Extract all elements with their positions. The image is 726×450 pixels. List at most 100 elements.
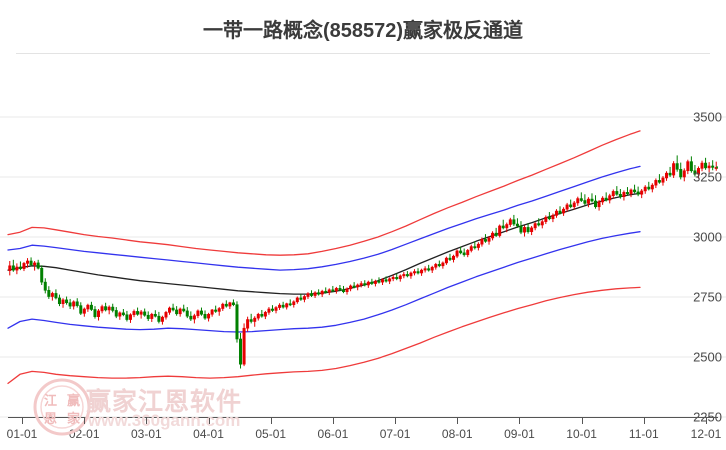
x-axis-tick-label: 11-01 xyxy=(628,427,659,441)
x-axis-tick xyxy=(84,418,86,424)
x-axis-tick xyxy=(643,418,645,424)
x-axis-tick-label: 08-01 xyxy=(441,427,473,441)
candle-body xyxy=(693,170,697,175)
candle-body xyxy=(452,255,456,260)
candle-body xyxy=(373,280,377,284)
candle-body xyxy=(473,246,477,249)
candle-body xyxy=(331,289,335,292)
candle-body xyxy=(107,306,111,311)
candle-body xyxy=(189,315,193,320)
x-axis-line xyxy=(8,417,718,418)
candle-body xyxy=(494,232,498,236)
candle-body xyxy=(608,195,612,201)
candle-body xyxy=(583,200,587,204)
x-axis-tick-label: 12-01 xyxy=(690,427,722,441)
candle-body xyxy=(47,289,51,297)
candle-body xyxy=(462,252,466,256)
candle-body xyxy=(33,262,37,266)
candle-body xyxy=(586,198,590,204)
candle-body xyxy=(207,313,211,319)
candle-body xyxy=(299,297,303,300)
candle-body xyxy=(324,290,328,293)
candle-body xyxy=(618,193,622,197)
channel-line xyxy=(7,130,641,256)
candle-body xyxy=(82,308,86,314)
candle-body xyxy=(246,319,250,329)
candle-body xyxy=(239,338,243,365)
candle-body xyxy=(597,201,601,208)
candle-body xyxy=(420,269,424,274)
candle-body xyxy=(423,268,427,271)
candle-body xyxy=(615,191,619,195)
candle-body xyxy=(8,265,12,271)
candle-body xyxy=(143,311,147,316)
candlestick-series xyxy=(8,155,718,369)
y-axis-tick-label: 3500 xyxy=(693,109,722,125)
x-axis-tick-label: 06-01 xyxy=(317,427,349,441)
candle-body xyxy=(75,301,79,306)
candle-body xyxy=(327,289,331,293)
candle-body xyxy=(285,303,289,308)
candle-body xyxy=(263,312,267,317)
candle-body xyxy=(640,190,644,195)
candle-body xyxy=(228,302,232,307)
candle-body xyxy=(661,177,665,183)
candle-body xyxy=(352,285,356,288)
x-axis-tick xyxy=(457,418,459,424)
x-axis-tick xyxy=(208,418,210,424)
candle-body xyxy=(636,191,640,195)
candle-body xyxy=(118,312,122,317)
chart-canvas xyxy=(0,116,726,418)
candle-body xyxy=(199,310,203,315)
candle-body xyxy=(356,284,360,288)
candle-body xyxy=(363,283,367,286)
candle-body xyxy=(650,184,654,190)
candle-body xyxy=(182,308,186,312)
candle-body xyxy=(224,303,228,307)
grid-lines xyxy=(0,116,726,418)
candle-body xyxy=(72,301,76,307)
candle-body xyxy=(100,306,104,312)
candle-body xyxy=(192,315,196,320)
channel-line xyxy=(7,192,641,295)
candle-body xyxy=(370,281,374,284)
candle-body xyxy=(441,262,445,267)
candle-body xyxy=(537,223,541,226)
candle-body xyxy=(29,260,33,266)
candle-body xyxy=(359,283,363,286)
candle-body xyxy=(306,293,310,297)
channel-line xyxy=(7,231,641,333)
candle-body xyxy=(68,302,72,307)
candle-body xyxy=(260,313,264,317)
candle-body xyxy=(89,304,93,310)
candle-body xyxy=(647,186,651,190)
candle-body xyxy=(274,307,278,311)
candle-body xyxy=(242,327,246,365)
candle-body xyxy=(26,260,30,264)
candle-body xyxy=(157,315,161,322)
candle-body xyxy=(530,227,534,233)
candle-body xyxy=(437,264,441,267)
x-axis-tick-label: 07-01 xyxy=(379,427,411,441)
candle-body xyxy=(111,306,115,311)
candle-body xyxy=(633,189,637,193)
candle-body xyxy=(168,307,172,313)
candle-body xyxy=(498,225,502,236)
y-axis-tick-label: 2750 xyxy=(693,289,722,305)
candle-body xyxy=(366,281,370,286)
candle-body xyxy=(675,163,679,170)
channel-bands xyxy=(7,130,641,385)
candle-body xyxy=(217,308,221,312)
x-axis-tick-label: 10-01 xyxy=(566,427,597,441)
candle-body xyxy=(523,227,527,233)
candle-body xyxy=(696,168,700,175)
candle-body xyxy=(43,281,47,291)
candle-body xyxy=(686,161,690,172)
candle-body xyxy=(18,266,22,269)
candle-body xyxy=(444,257,448,264)
candle-body xyxy=(203,313,207,319)
candle-body xyxy=(508,219,512,225)
candle-body xyxy=(501,225,505,229)
candle-body xyxy=(689,161,693,172)
candle-body xyxy=(146,314,150,319)
